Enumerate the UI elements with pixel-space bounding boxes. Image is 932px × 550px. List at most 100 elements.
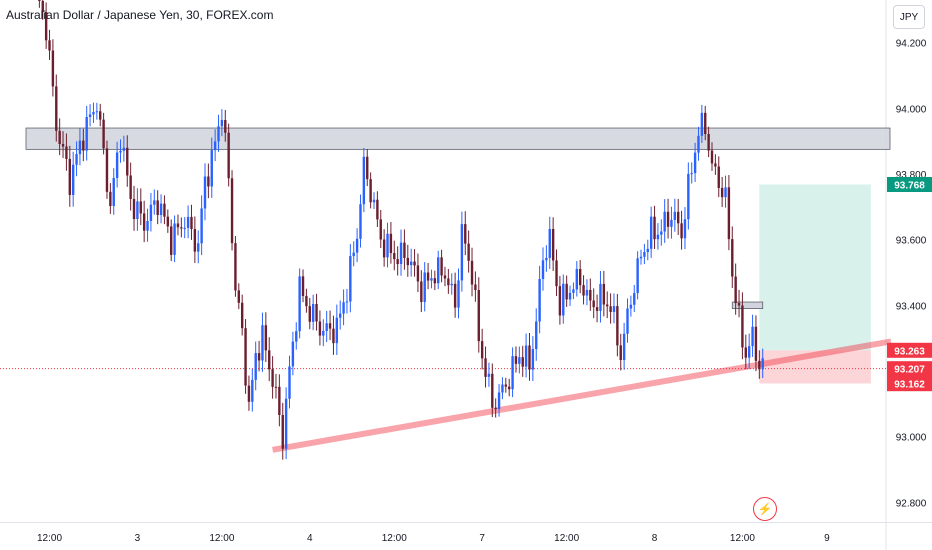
candle-body bbox=[156, 200, 159, 215]
candle-body bbox=[622, 333, 626, 360]
candle-body bbox=[126, 147, 129, 176]
candle-body bbox=[714, 163, 717, 167]
candle-body bbox=[535, 321, 538, 350]
candle-body bbox=[328, 323, 332, 329]
stop-zone bbox=[759, 350, 871, 384]
candle-body bbox=[55, 86, 58, 131]
candle-body bbox=[626, 308, 629, 334]
candle-body bbox=[99, 111, 102, 120]
price-label: 93.768 bbox=[894, 181, 925, 192]
candle-body bbox=[382, 239, 386, 258]
candle-body bbox=[399, 242, 403, 265]
lightning-icon[interactable]: ⚡ bbox=[753, 497, 777, 521]
candle-body bbox=[41, 0, 44, 13]
candle-body bbox=[193, 229, 197, 252]
candle-body bbox=[491, 373, 494, 408]
candle-body bbox=[359, 204, 362, 239]
candle-body bbox=[487, 373, 491, 377]
candle-body bbox=[254, 353, 257, 380]
candle-body bbox=[264, 325, 268, 351]
x-tick-label: 3 bbox=[135, 533, 141, 544]
candle-body bbox=[166, 216, 170, 227]
candle-body bbox=[453, 283, 457, 308]
candle-body bbox=[68, 158, 71, 195]
candle-body bbox=[224, 119, 227, 133]
candle-body bbox=[480, 341, 484, 359]
candle-body bbox=[119, 150, 122, 153]
y-tick-label: 94.200 bbox=[896, 39, 927, 50]
candle-body bbox=[379, 219, 382, 240]
candle-body bbox=[200, 208, 203, 244]
candle-body bbox=[470, 260, 474, 285]
candle-body bbox=[372, 199, 376, 203]
candle-body bbox=[213, 141, 217, 151]
candle-body bbox=[551, 228, 555, 261]
candle-body bbox=[268, 350, 271, 370]
x-tick-label: 12:00 bbox=[382, 533, 407, 544]
candle-body bbox=[474, 284, 477, 291]
candle-body bbox=[609, 306, 612, 312]
price-label-bg bbox=[887, 375, 932, 391]
candle-body bbox=[687, 173, 690, 220]
candle-body bbox=[497, 392, 501, 410]
candle-body bbox=[754, 326, 758, 361]
candle-body bbox=[92, 112, 95, 115]
candle-body bbox=[690, 173, 693, 175]
candle-body bbox=[595, 307, 599, 311]
candle-body bbox=[257, 353, 261, 361]
x-tick-label: 9 bbox=[824, 533, 830, 544]
candle-body bbox=[592, 300, 595, 308]
candle-body bbox=[443, 275, 447, 279]
candle-body bbox=[514, 356, 518, 364]
candle-body bbox=[660, 231, 663, 235]
currency-selector[interactable]: JPY bbox=[893, 5, 925, 29]
candle-body bbox=[210, 150, 213, 187]
candle-body bbox=[426, 272, 430, 281]
range-box-marker bbox=[731, 301, 764, 310]
candle-body bbox=[230, 178, 234, 244]
candle-body bbox=[105, 148, 109, 192]
candle-body bbox=[65, 146, 68, 159]
candle-body bbox=[173, 223, 176, 255]
x-tick-label: 12:00 bbox=[209, 533, 234, 544]
candle-body bbox=[524, 345, 528, 367]
candle-body bbox=[521, 357, 524, 367]
candle-body bbox=[234, 243, 237, 291]
candle-body bbox=[541, 260, 545, 279]
candle-body bbox=[352, 252, 355, 257]
candle-body bbox=[741, 305, 744, 348]
candle-body bbox=[207, 176, 210, 187]
candle-body bbox=[761, 358, 764, 370]
candle-body bbox=[186, 216, 190, 228]
candle-body bbox=[261, 325, 264, 361]
candle-body bbox=[508, 386, 511, 390]
candle-body bbox=[112, 177, 115, 207]
candle-body bbox=[545, 257, 548, 261]
candle-body bbox=[122, 147, 126, 151]
price-label-bg bbox=[887, 177, 932, 193]
candle-body bbox=[437, 257, 440, 284]
candle-body bbox=[416, 265, 420, 282]
candle-body bbox=[217, 126, 220, 142]
price-label: 93.162 bbox=[894, 379, 925, 390]
candle-body bbox=[724, 187, 727, 198]
candle-body bbox=[315, 303, 318, 322]
candle-body bbox=[639, 256, 643, 259]
candle-body bbox=[247, 385, 251, 402]
candle-body bbox=[71, 164, 75, 195]
candle-body bbox=[396, 259, 399, 265]
candle-body bbox=[633, 293, 636, 305]
candle-body bbox=[38, 0, 41, 1]
candle-body bbox=[197, 243, 200, 252]
candle-body bbox=[720, 187, 724, 198]
candle-body bbox=[457, 280, 460, 308]
candle-body bbox=[599, 283, 602, 311]
candle-body bbox=[484, 358, 487, 377]
candle-body bbox=[528, 345, 531, 370]
candle-body bbox=[305, 295, 308, 307]
candle-body bbox=[355, 238, 359, 253]
candle-body bbox=[139, 201, 142, 214]
candle-body bbox=[335, 317, 339, 344]
candle-body bbox=[555, 260, 558, 287]
